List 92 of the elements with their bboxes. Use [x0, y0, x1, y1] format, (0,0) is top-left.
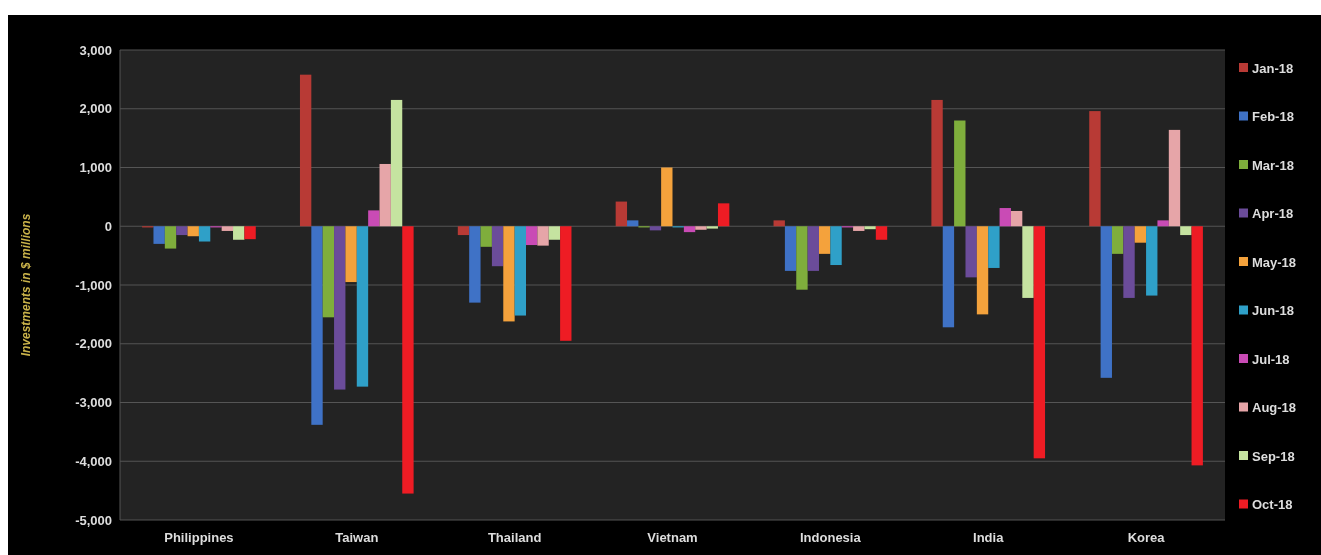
- y-tick-label: -5,000: [75, 512, 112, 528]
- bar: [1089, 111, 1101, 227]
- legend-label: Jan-18: [1252, 60, 1294, 76]
- bar: [615, 201, 628, 227]
- y-axis-title: Investments in $ millions: [19, 213, 33, 357]
- bar: [480, 226, 492, 247]
- bar: [1123, 226, 1135, 298]
- bar: [221, 226, 234, 231]
- x-tick-label: Philippines: [164, 530, 234, 545]
- bar: [299, 74, 312, 227]
- bar: [796, 226, 808, 290]
- bar: [334, 226, 346, 390]
- legend-label: Sep-18: [1252, 448, 1295, 464]
- bar: [1168, 129, 1181, 227]
- y-tick-label: 1,000: [79, 160, 112, 176]
- y-tick-label: -2,000: [75, 336, 112, 352]
- bar: [706, 226, 718, 229]
- x-tick-label: Vietnam: [647, 530, 698, 545]
- bar: [368, 210, 380, 227]
- bar: [627, 220, 639, 227]
- x-tick-label: India: [973, 530, 1005, 545]
- bar: [356, 226, 369, 387]
- bar: [526, 226, 538, 246]
- bar: [931, 99, 943, 227]
- bar: [390, 99, 403, 227]
- bar: [1010, 210, 1023, 227]
- bar: [1022, 226, 1034, 298]
- x-tick-label: Indonesia: [800, 530, 862, 545]
- x-tick-label: Taiwan: [335, 530, 379, 545]
- bar: [807, 226, 819, 271]
- bar: [402, 226, 414, 494]
- bar: [311, 226, 323, 425]
- bar: [176, 226, 188, 236]
- bar: [773, 220, 785, 227]
- bar: [717, 203, 730, 227]
- bar: [661, 167, 673, 227]
- x-tick-label: Thailand: [487, 530, 542, 545]
- bar: [322, 226, 335, 318]
- bar: [976, 226, 989, 315]
- bar: [1033, 226, 1046, 459]
- bar: [153, 226, 165, 244]
- bar: [649, 226, 662, 231]
- y-tick-label: -1,000: [75, 277, 112, 293]
- bar: [784, 226, 797, 271]
- legend-label: Mar-18: [1252, 157, 1294, 173]
- bar: [491, 226, 504, 267]
- bar: [345, 226, 357, 283]
- bar: [965, 226, 977, 278]
- legend-label: Apr-18: [1252, 206, 1294, 222]
- bar: [187, 226, 199, 237]
- bar: [942, 226, 955, 328]
- bar: [244, 226, 256, 240]
- bar: [548, 226, 561, 240]
- bar: [875, 226, 888, 240]
- legend-label: May-18: [1252, 254, 1297, 270]
- bar: [1191, 226, 1203, 466]
- y-tick-label: 3,000: [79, 42, 112, 58]
- bar: [864, 226, 876, 230]
- bar: [457, 226, 470, 236]
- bar: [695, 226, 707, 230]
- legend-label: Aug-18: [1252, 400, 1297, 416]
- bar: [1180, 226, 1192, 236]
- bar: [1157, 220, 1169, 227]
- bar: [999, 208, 1011, 227]
- bar: [514, 226, 527, 316]
- y-tick-label: -4,000: [75, 453, 112, 469]
- bar: [164, 226, 177, 249]
- bar: [560, 226, 572, 341]
- legend-label: Feb-18: [1252, 109, 1294, 125]
- legend-label: Jun-18: [1252, 303, 1294, 319]
- bar: [469, 226, 481, 303]
- bar: [1146, 226, 1158, 296]
- y-tick-label: 2,000: [79, 101, 112, 117]
- bar: [1100, 226, 1112, 378]
- bar: [1111, 226, 1124, 254]
- bar: [818, 226, 831, 254]
- legend-label: Oct-18: [1252, 497, 1293, 513]
- y-tick-label: -3,000: [75, 395, 112, 411]
- bar: [683, 226, 696, 233]
- bar: [503, 226, 515, 322]
- bar: [379, 163, 391, 227]
- bar: [954, 120, 966, 227]
- bar: [233, 226, 245, 240]
- bar: [1134, 226, 1147, 243]
- bar: [537, 226, 549, 246]
- bar: [853, 226, 865, 231]
- x-tick-label: Korea: [1127, 530, 1166, 545]
- bar: [988, 226, 1000, 268]
- legend-label: Jul-18: [1252, 351, 1290, 367]
- bar: [830, 226, 842, 266]
- y-tick-label: 0: [104, 218, 112, 234]
- bar: [198, 226, 211, 242]
